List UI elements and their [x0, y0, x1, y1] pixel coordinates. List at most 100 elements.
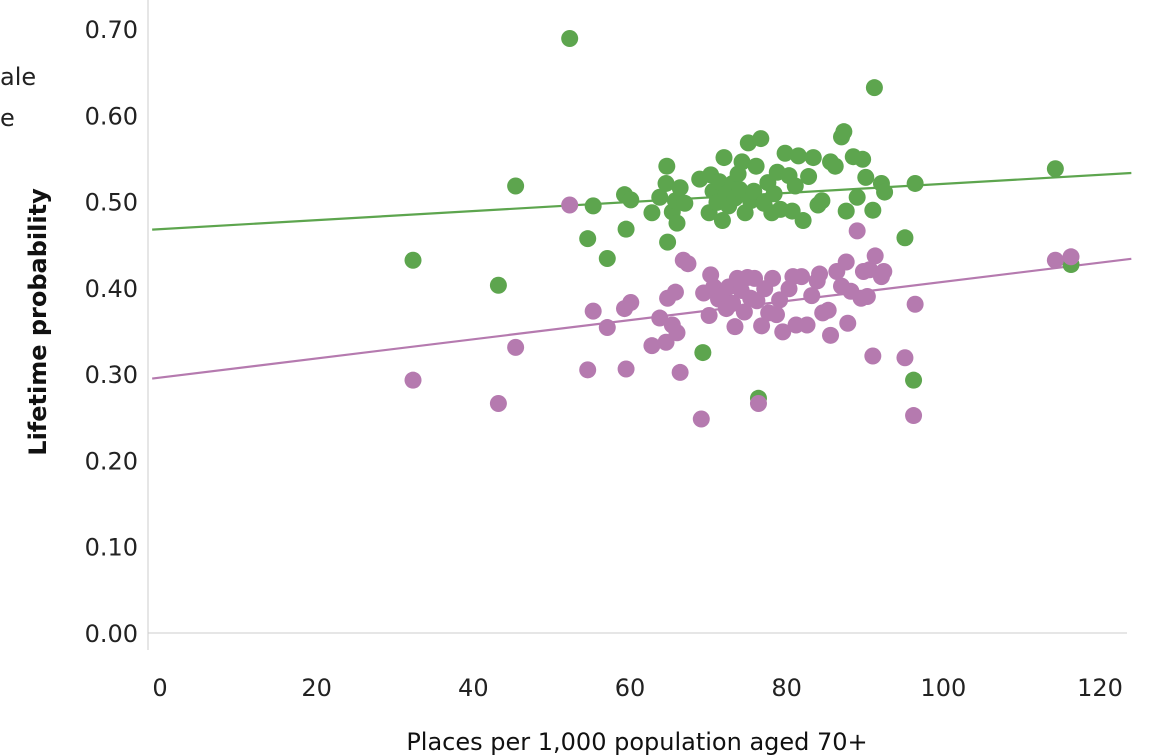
y-tick-label: 0.00 — [85, 620, 138, 648]
x-tick-label: 20 — [301, 674, 332, 702]
data-point — [404, 371, 422, 389]
data-point — [854, 150, 872, 168]
data-point — [819, 301, 837, 319]
data-point — [774, 323, 792, 341]
data-point — [905, 407, 923, 425]
data-point — [1046, 251, 1064, 269]
data-point — [622, 294, 640, 312]
data-point — [676, 194, 694, 212]
data-point — [598, 250, 616, 268]
data-point — [822, 326, 840, 344]
data-point — [896, 229, 914, 247]
y-tick-label: 0.40 — [85, 275, 138, 303]
data-point — [666, 283, 684, 301]
data-point — [906, 295, 924, 313]
data-point — [793, 268, 811, 286]
data-point — [731, 180, 749, 198]
data-point — [643, 337, 661, 355]
data-point — [584, 302, 602, 320]
data-point — [622, 191, 640, 209]
y-tick-label: 0.50 — [85, 189, 138, 217]
x-axis-title: Places per 1,000 population aged 70+ — [406, 728, 867, 755]
data-point — [507, 338, 525, 356]
data-point — [668, 324, 686, 342]
x-tick-label: 60 — [615, 674, 646, 702]
data-point — [848, 222, 866, 240]
data-point — [811, 265, 829, 283]
data-point — [794, 212, 812, 230]
legend-fragment-1: ale — [0, 63, 36, 91]
data-point — [668, 214, 686, 232]
y-tick-label: 0.60 — [85, 102, 138, 130]
x-tick-labels: 0 20 40 60 80 100 120 — [152, 674, 1123, 702]
data-point — [875, 262, 893, 280]
data-point — [813, 192, 831, 210]
data-point — [659, 233, 677, 251]
data-point — [803, 287, 821, 305]
data-point — [839, 314, 857, 332]
y-tick-label: 0.10 — [85, 534, 138, 562]
x-tick-label: 80 — [771, 674, 802, 702]
data-point — [700, 306, 718, 324]
x-tick-label: 120 — [1077, 674, 1123, 702]
data-point — [713, 212, 731, 230]
data-point — [866, 247, 884, 265]
data-point — [764, 269, 782, 287]
data-point — [864, 201, 882, 219]
data-point — [906, 174, 924, 192]
data-point — [507, 177, 525, 195]
data-point — [826, 157, 844, 175]
data-point — [771, 291, 789, 309]
data-point — [694, 344, 712, 362]
data-point — [837, 253, 855, 271]
y-axis-title: Lifetime probability — [24, 188, 52, 456]
data-point — [789, 147, 807, 165]
data-point — [745, 182, 763, 200]
data-point — [876, 183, 894, 201]
data-point — [749, 394, 767, 412]
data-point — [658, 157, 676, 175]
data-point — [753, 317, 771, 335]
data-point — [404, 251, 422, 269]
data-point — [489, 276, 507, 294]
x-tick-label: 0 — [152, 674, 167, 702]
trendline-0 — [152, 171, 1132, 231]
data-point — [679, 255, 697, 273]
data-point — [584, 197, 602, 215]
data-point — [715, 149, 733, 167]
data-point — [726, 318, 744, 336]
data-point — [804, 149, 822, 167]
data-point — [598, 319, 616, 337]
data-point — [798, 316, 816, 334]
data-point — [651, 188, 669, 206]
y-tick-label: 0.20 — [85, 447, 138, 475]
data-point — [561, 29, 579, 47]
data-point — [733, 153, 751, 171]
data-point — [561, 196, 579, 214]
data-point — [724, 294, 742, 312]
data-point — [1046, 160, 1064, 178]
data-point — [617, 220, 635, 238]
data-point — [858, 287, 876, 305]
data-point — [776, 144, 794, 162]
x-tick-label: 40 — [458, 674, 489, 702]
data-point — [905, 371, 923, 389]
data-point — [748, 292, 766, 310]
data-point — [657, 333, 675, 351]
data-point — [747, 157, 765, 175]
x-tick-label: 100 — [920, 674, 966, 702]
data-point — [735, 303, 753, 321]
trendline-1 — [152, 257, 1132, 380]
data-point — [835, 123, 853, 141]
data-point — [579, 361, 597, 379]
data-point — [489, 394, 507, 412]
data-point — [865, 79, 883, 97]
data-point — [746, 269, 764, 287]
data-point — [1062, 248, 1080, 266]
y-tick-label: 0.70 — [85, 16, 138, 44]
data-point — [752, 130, 770, 148]
data-point — [837, 202, 855, 220]
legend-fragment-2: e — [0, 104, 15, 132]
data-point — [857, 168, 875, 186]
